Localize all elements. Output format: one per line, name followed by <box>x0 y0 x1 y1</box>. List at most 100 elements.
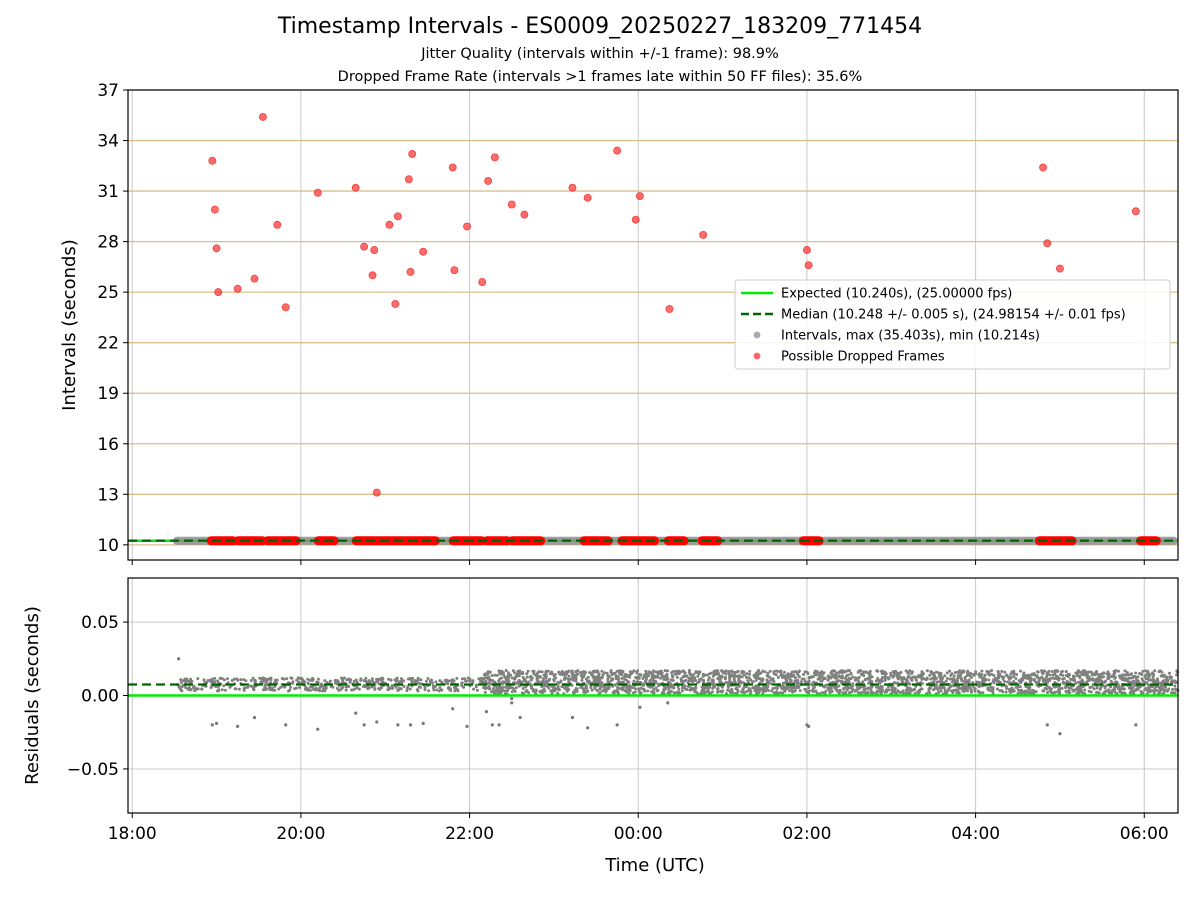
residual-point <box>833 673 837 677</box>
residual-point <box>672 691 676 695</box>
residual-point <box>765 688 769 692</box>
residual-point <box>393 678 397 682</box>
top-ytick-label-5: 25 <box>97 283 119 303</box>
legend-label: Intervals, max (35.403s), min (10.214s) <box>781 329 1040 344</box>
residual-point <box>681 675 685 679</box>
dropped-frame-point <box>699 230 708 239</box>
residual-point <box>531 669 535 673</box>
residual-point <box>552 679 556 683</box>
residual-point <box>1118 676 1122 680</box>
residual-point <box>952 674 956 678</box>
residual-point <box>454 686 458 690</box>
residual-point <box>1024 676 1028 680</box>
residual-point <box>991 686 995 690</box>
residual-point <box>218 676 222 680</box>
residual-point <box>785 686 789 690</box>
residual-point <box>998 689 1002 693</box>
chart-title: Timestamp Intervals - ES0009_20250227_18… <box>277 14 923 39</box>
dropped-frame-cluster-2 <box>263 536 301 546</box>
residual-point <box>542 676 546 680</box>
residual-point <box>498 685 502 689</box>
residual-point <box>190 679 194 683</box>
residual-point <box>545 681 549 685</box>
residual-point <box>1048 688 1052 692</box>
residual-point <box>1175 673 1179 677</box>
residual-point <box>875 669 879 673</box>
residual-point <box>1050 669 1054 673</box>
residual-point <box>217 688 221 692</box>
residual-point <box>270 688 274 692</box>
residual-point <box>807 686 811 690</box>
residual-point <box>423 686 427 690</box>
residual-point <box>958 669 962 673</box>
residual-point <box>605 671 609 675</box>
residual-point <box>624 689 628 693</box>
residual-point <box>660 671 664 675</box>
residual-point <box>847 669 851 673</box>
residual-point <box>1141 691 1145 695</box>
residual-point <box>855 685 859 689</box>
residual-point <box>582 673 586 677</box>
residual-point <box>651 669 655 673</box>
residual-point <box>525 672 529 676</box>
residual-point <box>1003 670 1007 674</box>
residual-point <box>1146 687 1150 691</box>
residual-point <box>1043 686 1047 690</box>
residual-point <box>282 677 286 681</box>
residual-point <box>580 676 584 680</box>
residual-point <box>301 679 305 683</box>
residual-point <box>865 670 869 674</box>
residual-point <box>438 686 442 690</box>
residual-point <box>971 684 975 688</box>
residual-point <box>178 687 182 691</box>
residual-outlier-point <box>252 715 257 720</box>
residual-point <box>924 678 928 682</box>
residual-point <box>1092 672 1096 676</box>
dropped-frame-point <box>393 212 402 221</box>
residual-outlier-point <box>490 723 494 727</box>
residual-point <box>771 687 775 691</box>
residual-point <box>512 688 516 692</box>
residual-point <box>319 684 323 688</box>
residual-point <box>821 691 825 695</box>
residual-point <box>1152 691 1156 695</box>
residual-point <box>584 677 588 681</box>
residual-point <box>971 672 975 676</box>
residual-point <box>747 676 751 680</box>
residual-point <box>322 687 326 691</box>
residual-point <box>916 690 920 694</box>
residual-point <box>487 677 491 681</box>
residual-point <box>845 688 849 692</box>
residual-point <box>885 690 889 694</box>
residual-point <box>1010 687 1014 691</box>
residual-point <box>1040 671 1044 675</box>
residual-point <box>860 690 864 694</box>
residual-point <box>957 691 961 695</box>
residual-point <box>880 687 884 691</box>
residual-point <box>399 677 403 681</box>
residual-point <box>1146 669 1150 673</box>
residual-point <box>1157 685 1161 689</box>
residual-point <box>316 677 320 681</box>
residual-point <box>1067 689 1071 693</box>
residual-point <box>1138 672 1142 676</box>
dropped-frame-point <box>463 222 472 231</box>
residual-point <box>487 685 491 689</box>
residual-point <box>1089 690 1093 694</box>
x-tick-label: 04:00 <box>951 824 1000 844</box>
residual-point <box>1160 687 1164 691</box>
residual-point <box>671 675 675 679</box>
residual-point <box>1028 674 1032 678</box>
residual-point <box>362 678 366 682</box>
residual-point <box>894 671 898 675</box>
residual-point <box>1057 678 1061 682</box>
residual-point <box>491 679 495 683</box>
residual-point <box>944 679 948 683</box>
residual-point <box>1144 686 1148 690</box>
residual-point <box>377 687 381 691</box>
residual-point <box>631 691 635 695</box>
residual-point <box>664 686 668 690</box>
residual-point <box>1171 687 1175 691</box>
residual-point <box>1105 683 1109 687</box>
residual-point <box>754 673 758 677</box>
